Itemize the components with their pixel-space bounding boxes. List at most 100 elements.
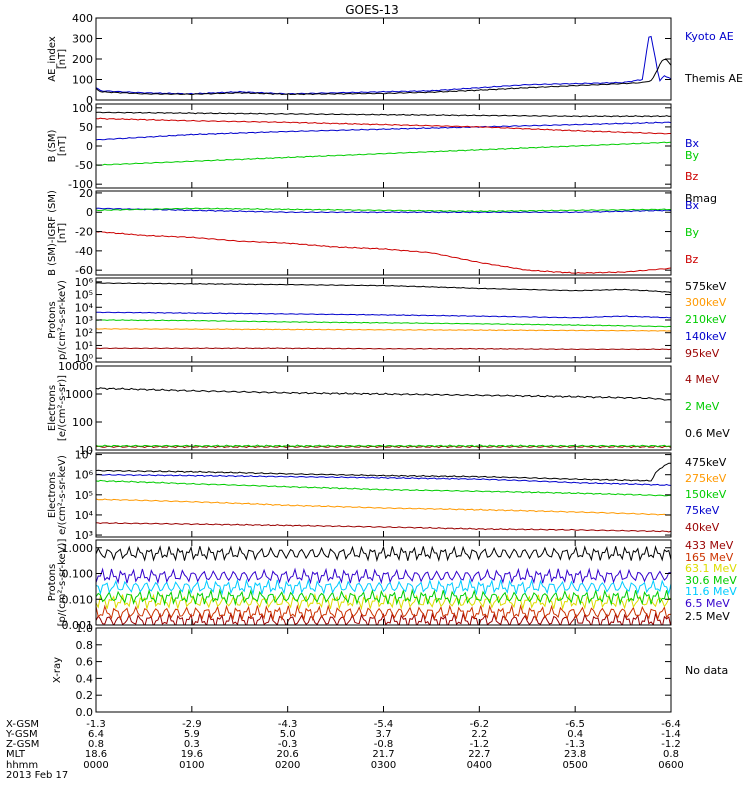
legend-75keV: 75keV (685, 504, 720, 517)
series-line-By (96, 141, 671, 166)
y-tick-label: 10² (75, 327, 93, 340)
series-line-150keV (96, 479, 671, 497)
y-tick-label: -100 (68, 178, 93, 191)
y-axis-label: [e/(cm²-s-sr)] (57, 375, 68, 441)
y-axis-label: B (SM)-IGRF (SM) (47, 190, 58, 276)
legend-4-MeV: 4 MeV (685, 373, 720, 386)
series-line-Bz (96, 117, 671, 135)
legend-95keV: 95keV (685, 347, 720, 360)
legend-Bmag: Bmag (685, 192, 717, 205)
x-axis-value: -1.2 (661, 739, 681, 750)
x-axis-value: -6.2 (470, 719, 490, 730)
legend-2-MeV: 2 MeV (685, 400, 720, 413)
legend-0.6-MeV: 0.6 MeV (685, 427, 730, 440)
x-axis-value: 0400 (467, 760, 492, 771)
legend-By: By (685, 226, 700, 239)
panel-3-lines (96, 207, 671, 274)
legend-Kyoto-AE: Kyoto AE (685, 30, 734, 43)
y-tick-label: 0.4 (76, 672, 94, 685)
panel-6: 10³ 10⁴ 10⁵ 10⁶ 10⁷ Electrons e/(cm²-s-sr-keV)… (47, 449, 727, 542)
y-axis-label: [p/(cm²-s-sr-keV)] (57, 539, 68, 627)
legend-By: By (685, 149, 700, 162)
y-tick-label: 0.0 (76, 706, 94, 719)
x-axis-value: 22.7 (468, 749, 490, 760)
y-tick-label: 10⁴ (75, 301, 94, 314)
panel-7: 0.001 0.010 0.100 1.000 Protons [p/(cm²-s-sr-… (47, 539, 737, 632)
y-tick-label: -50 (75, 159, 93, 172)
legend-Bz: Bz (685, 170, 699, 183)
legend-11.6-MeV: 11.6 MeV (685, 585, 737, 598)
series-line-40keV (96, 522, 671, 533)
x-axis-value: 6.4 (88, 729, 104, 740)
y-tick-label: 10 (79, 444, 93, 457)
x-axis-row-label: Z-GSM (6, 739, 39, 750)
date-label: 2013 Feb 17 (6, 770, 68, 781)
series-line-30.6-MeV (96, 588, 671, 607)
x-axis-value: -5.4 (374, 719, 394, 730)
x-axis-value: -1.3 (86, 719, 106, 730)
y-axis-label: AE_index (47, 36, 58, 82)
series-line-140keV (96, 311, 671, 319)
y-tick-label: 300 (72, 33, 93, 46)
x-axis-table: X-GSM -1.3 -2.9 -4.3 -5.4 -6.2 -6.5 -6.4 Y-GSM 6.… (5, 719, 684, 781)
y-tick-label: 1.0 (76, 622, 94, 635)
y-axis-label: X-ray (52, 657, 63, 683)
panel-5-lines (96, 387, 671, 449)
y-axis-label: Electrons (47, 472, 58, 518)
y-tick-label: 10¹ (75, 339, 93, 352)
y-tick-label: 0.8 (76, 639, 94, 652)
x-axis-value: 0.8 (663, 749, 679, 760)
panel-5: 10 100 1000 10000 Electrons [e/(cm²-s-sr)] 4 M… (47, 360, 730, 457)
x-axis-value: 2.2 (471, 729, 487, 740)
x-axis-value: 0500 (562, 760, 587, 771)
series-line-Bz (96, 230, 671, 274)
y-tick-label: 10⁵ (75, 289, 93, 302)
series-line-2.5-MeV (96, 545, 671, 563)
x-axis-value: 0200 (275, 760, 300, 771)
series-line-Themis-AE (96, 58, 671, 96)
x-axis-value: -1.2 (470, 739, 490, 750)
series-line-210keV (96, 319, 671, 328)
series-line-11.6-MeV (96, 578, 671, 596)
legend-Bx: Bx (685, 137, 700, 150)
x-axis-value: 0100 (179, 760, 204, 771)
legend-210keV: 210keV (685, 313, 727, 326)
x-axis-value: 5.0 (280, 729, 296, 740)
y-tick-label: 100 (72, 74, 93, 87)
x-axis-value: -6.5 (565, 719, 585, 730)
panel-frame (95, 17, 672, 101)
y-tick-label: -40 (75, 245, 93, 258)
legend-63.1-MeV: 63.1 MeV (685, 562, 737, 575)
x-axis-row-label: Y-GSM (5, 729, 38, 740)
legend-Themis-AE: Themis AE (684, 72, 743, 85)
y-tick-label: 0.6 (76, 656, 94, 669)
panel-1: 0 100 200 300 400 AE_index [nT] Kyoto AE Themis … (47, 12, 743, 107)
panel-7-lines (96, 545, 671, 625)
x-axis-value: 20.6 (277, 749, 299, 760)
y-tick-label: 10⁶ (75, 276, 94, 289)
panel-frame (95, 365, 672, 451)
y-axis-label: Electrons (47, 385, 58, 431)
x-axis-value: 19.6 (181, 749, 203, 760)
y-axis-label: Protons (47, 301, 58, 338)
chart-title: GOES-13 (345, 3, 399, 17)
y-tick-label: 10⁶ (75, 469, 94, 482)
y-tick-label: 10⁴ (75, 509, 94, 522)
y-tick-label: 1.000 (62, 542, 94, 555)
y-tick-label: 100 (72, 416, 93, 429)
y-tick-label: 200 (72, 53, 93, 66)
y-tick-label: 0.001 (62, 619, 94, 632)
series-line-63.1-MeV (96, 592, 671, 611)
series-line-By (96, 207, 671, 213)
y-tick-label: 0 (86, 94, 93, 107)
x-axis-value: 3.7 (376, 729, 392, 740)
y-tick-label: -20 (75, 226, 93, 239)
y-tick-label: 100 (72, 102, 93, 115)
series-line-6.5-MeV (96, 567, 671, 585)
y-axis-label: Protons (47, 564, 58, 601)
series-line-95keV (96, 347, 671, 351)
y-tick-label: 0 (86, 206, 93, 219)
